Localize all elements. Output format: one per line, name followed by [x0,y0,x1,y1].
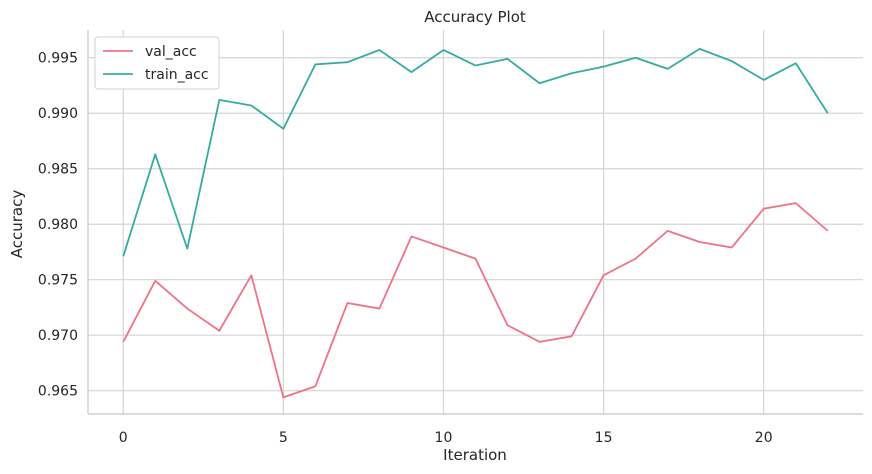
y-axis-title: Accuracy [8,190,26,259]
y-tick-label: 0.995 [38,51,78,67]
y-tick-label: 0.975 [38,273,78,289]
tick-labels: 0.965 0.970 0.975 0.980 0.985 0.990 0.995 0 5 10 1… [38,51,773,446]
x-axis-title: Iteration [443,446,507,464]
x-tick-label: 15 [595,430,613,446]
y-tick-label: 0.990 [38,106,78,122]
chart-title: Accuracy Plot [424,8,526,26]
legend-label-train-acc: train_acc [145,67,209,83]
x-tick-label: 0 [119,430,128,446]
y-tick-label: 0.980 [38,217,78,233]
legend-box [94,36,220,90]
series-line-val-acc [122,202,829,399]
y-tick-label: 0.965 [38,384,78,400]
axes [87,30,863,415]
legend-label-val-acc: val_acc [145,44,197,60]
y-tick-label: 0.970 [38,328,78,344]
y-tick-label: 0.985 [38,162,78,178]
x-tick-label: 5 [279,430,288,446]
series-lines [122,47,829,399]
x-tick-label: 20 [755,430,773,446]
x-tick-label: 10 [435,430,453,446]
series-line-train-acc [122,47,829,257]
legend: val_acc train_acc [94,36,220,90]
